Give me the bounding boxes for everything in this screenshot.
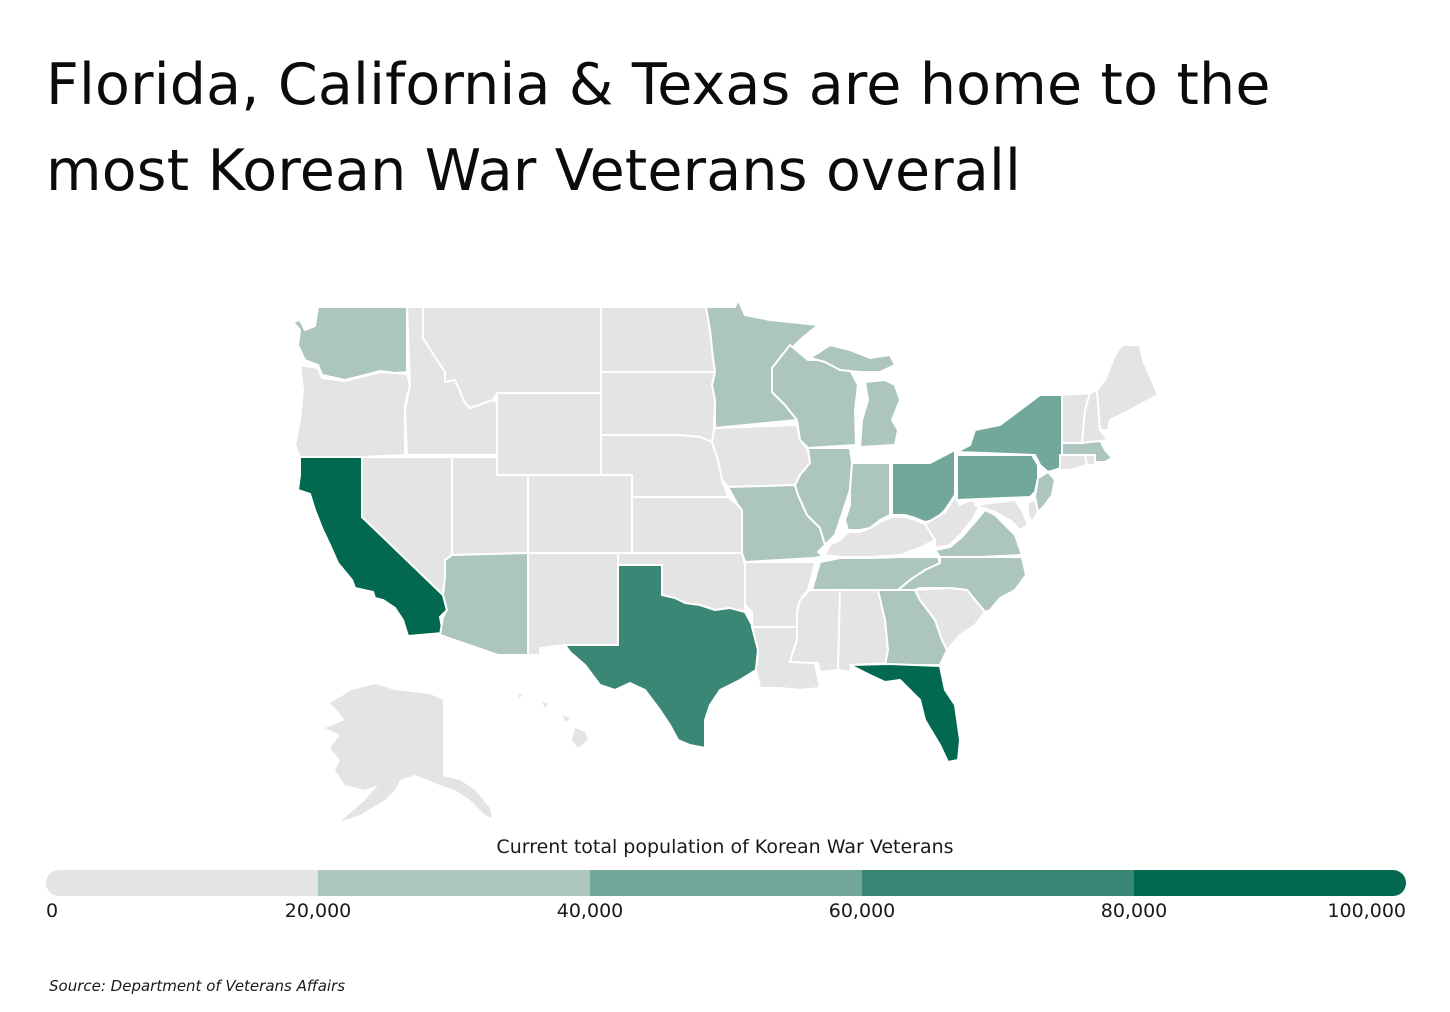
source-note: Source: Department of Veterans Affairs xyxy=(49,977,346,995)
legend-bin-60k-80k xyxy=(862,870,1134,896)
legend-bin-20k-40k xyxy=(318,870,590,896)
state-rhode-island xyxy=(1084,454,1096,466)
chart-title: Florida, California & Texas are home to … xyxy=(46,42,1406,214)
legend-bin-0-20k xyxy=(46,870,318,896)
state-new-jersey xyxy=(1034,471,1056,513)
state-michigan xyxy=(859,379,901,448)
legend-bin-40k-60k xyxy=(590,870,862,896)
legend-tick-100000: 100,000 xyxy=(1327,900,1406,922)
legend-tick-0: 0 xyxy=(46,900,59,922)
state-hawaii-oahu xyxy=(542,702,548,708)
state-hawaii-big-island xyxy=(572,728,588,748)
state-iowa xyxy=(711,424,811,488)
state-kansas xyxy=(631,496,743,554)
state-hawaii-kauai xyxy=(518,693,522,698)
state-pennsylvania xyxy=(956,454,1039,501)
state-maryland xyxy=(974,499,1029,531)
state-wyoming xyxy=(496,392,602,476)
state-colorado xyxy=(527,474,633,554)
state-massachusetts xyxy=(1061,439,1113,463)
state-hawaii-maui xyxy=(562,715,570,722)
legend-tick-labels: 0 20,000 40,000 60,000 80,000 100,000 xyxy=(0,900,1450,930)
state-maine xyxy=(1096,344,1159,431)
state-wisconsin xyxy=(771,344,859,449)
state-michigan-up xyxy=(809,344,896,373)
state-delaware xyxy=(1027,499,1039,523)
state-texas xyxy=(564,564,759,749)
state-alaska xyxy=(325,684,492,822)
state-south-dakota xyxy=(600,371,716,443)
us-choropleth-map xyxy=(292,299,1159,822)
state-oregon xyxy=(294,364,411,458)
state-new-mexico xyxy=(527,552,619,656)
color-scale-bar xyxy=(46,870,1406,896)
chart-title-line-1: Florida, California & Texas are home to … xyxy=(46,52,1271,118)
state-kentucky xyxy=(824,516,936,558)
legend-title: Current total population of Korean War V… xyxy=(496,836,954,858)
legend-tick-60000: 60,000 xyxy=(828,900,896,922)
legend-tick-40000: 40,000 xyxy=(556,900,624,922)
state-north-dakota xyxy=(600,306,716,373)
state-washington xyxy=(292,306,408,381)
legend-bin-80k-100k xyxy=(1134,870,1406,896)
state-florida xyxy=(849,663,961,763)
state-south-carolina xyxy=(914,587,986,651)
legend-tick-80000: 80,000 xyxy=(1100,900,1168,922)
legend-tick-20000: 20,000 xyxy=(284,900,352,922)
chart-title-line-2: most Korean War Veterans overall xyxy=(46,138,1022,204)
state-arizona xyxy=(439,552,529,656)
state-west-virginia xyxy=(924,496,981,549)
state-indiana xyxy=(844,462,891,531)
state-connecticut xyxy=(1059,454,1088,471)
